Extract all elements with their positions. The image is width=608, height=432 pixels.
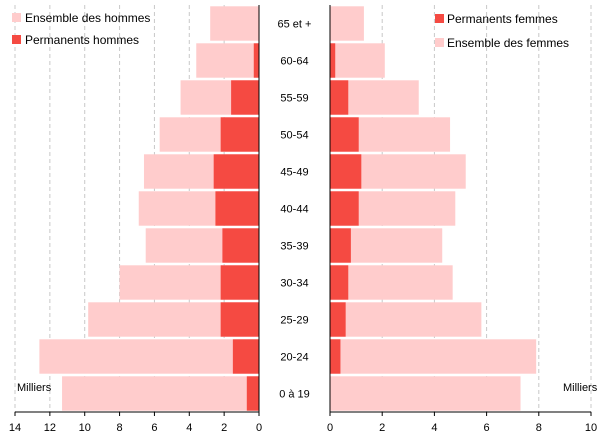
bar-permanents-femmes-30-34 — [330, 265, 349, 300]
bar-permanents-hommes-60-64 — [253, 43, 259, 78]
category-label-65-et: 65 et + — [278, 19, 312, 31]
bar-ensemble-des-femmes-20-24 — [330, 339, 537, 374]
bar-ensemble-des-hommes-65-et — [210, 6, 259, 41]
legend-swatch-permanents-hommes — [12, 35, 21, 44]
bar-permanents-hommes-50-54 — [220, 117, 259, 152]
category-labels: 0 à 19 20-24 25-29 30-34 35-39 40-44 45-49 50-5… — [278, 19, 312, 401]
bar-ensemble-des-hommes-20-24 — [39, 339, 260, 374]
right-tick-label-6: 6 — [484, 422, 490, 432]
legend-label-ensemble-hommes: Ensemble des hommes — [25, 11, 150, 25]
bar-ensemble-des-femmes-25-29 — [330, 302, 482, 337]
category-label-20-24: 20-24 — [280, 352, 308, 364]
tick-labels: 14 12 10 8 6 4 2 0 0 2 4 6 8 10 — [9, 412, 597, 432]
right-tick-label-4: 4 — [431, 422, 437, 432]
category-label-55-59: 55-59 — [280, 93, 308, 105]
category-label-60-64: 60-64 — [280, 56, 308, 68]
left-tick-label-4: 4 — [186, 422, 192, 432]
left-tick-label-2: 2 — [221, 422, 227, 432]
left-panel-bars — [39, 6, 260, 411]
bar-permanents-hommes-45-49 — [213, 154, 259, 189]
category-label-0-a-19: 0 à 19 — [279, 389, 310, 401]
bar-permanents-hommes-30-34 — [220, 265, 259, 300]
legend-label-permanents-femmes: Permanents femmes — [447, 12, 558, 26]
bar-ensemble-des-hommes-60-64 — [196, 43, 259, 78]
bar-permanents-femmes-50-54 — [330, 117, 359, 152]
bar-ensemble-des-femmes-65-et — [330, 6, 364, 41]
bar-permanents-femmes-60-64 — [330, 43, 336, 78]
bar-ensemble-des-hommes-0-a-19 — [62, 376, 259, 411]
bar-permanents-hommes-55-59 — [231, 80, 259, 115]
legend-label-ensemble-femmes: Ensemble des femmes — [447, 36, 569, 50]
unit-label-left: Milliers — [17, 382, 52, 394]
bar-permanents-femmes-20-24 — [330, 339, 341, 374]
right-tick-label-10: 10 — [585, 422, 597, 432]
category-label-50-54: 50-54 — [280, 130, 308, 142]
legend-label-permanents-hommes: Permanents hommes — [25, 33, 139, 47]
bar-permanents-femmes-45-49 — [330, 154, 362, 189]
right-panel-bars — [330, 6, 537, 411]
bar-ensemble-des-femmes-0-a-19 — [330, 376, 521, 411]
legend-swatch-permanents-femmes — [435, 14, 444, 23]
left-tick-label-0: 0 — [256, 422, 262, 432]
bar-permanents-hommes-40-44 — [215, 191, 259, 226]
bar-permanents-hommes-35-39 — [222, 228, 259, 263]
bar-ensemble-des-femmes-30-34 — [330, 265, 453, 300]
category-label-30-34: 30-34 — [280, 278, 308, 290]
legend-left: Ensemble des hommes Permanents hommes — [12, 11, 150, 47]
legend-swatch-ensemble-femmes — [435, 38, 444, 47]
left-tick-label-10: 10 — [79, 422, 91, 432]
bar-permanents-hommes-20-24 — [232, 339, 259, 374]
bar-permanents-hommes-0-a-19 — [246, 376, 259, 411]
bar-permanents-femmes-25-29 — [330, 302, 346, 337]
category-label-35-39: 35-39 — [280, 241, 308, 253]
unit-label-right: Milliers — [563, 382, 598, 394]
right-tick-label-8: 8 — [536, 422, 542, 432]
left-tick-label-8: 8 — [117, 422, 123, 432]
axes — [15, 5, 591, 413]
category-label-25-29: 25-29 — [280, 315, 308, 327]
category-label-40-44: 40-44 — [280, 204, 308, 216]
category-label-45-49: 45-49 — [280, 167, 308, 179]
bar-permanents-hommes-25-29 — [220, 302, 259, 337]
right-tick-label-0: 0 — [327, 422, 333, 432]
bar-permanents-femmes-55-59 — [330, 80, 349, 115]
left-tick-label-6: 6 — [151, 422, 157, 432]
bar-ensemble-des-femmes-60-64 — [330, 43, 385, 78]
left-tick-label-14: 14 — [9, 422, 21, 432]
right-tick-label-2: 2 — [379, 422, 385, 432]
bar-permanents-femmes-40-44 — [330, 191, 359, 226]
legend-right: Permanents femmes Ensemble des femmes — [435, 12, 569, 50]
left-tick-label-12: 12 — [44, 422, 56, 432]
legend-swatch-ensemble-hommes — [12, 13, 21, 22]
bar-permanents-femmes-35-39 — [330, 228, 351, 263]
